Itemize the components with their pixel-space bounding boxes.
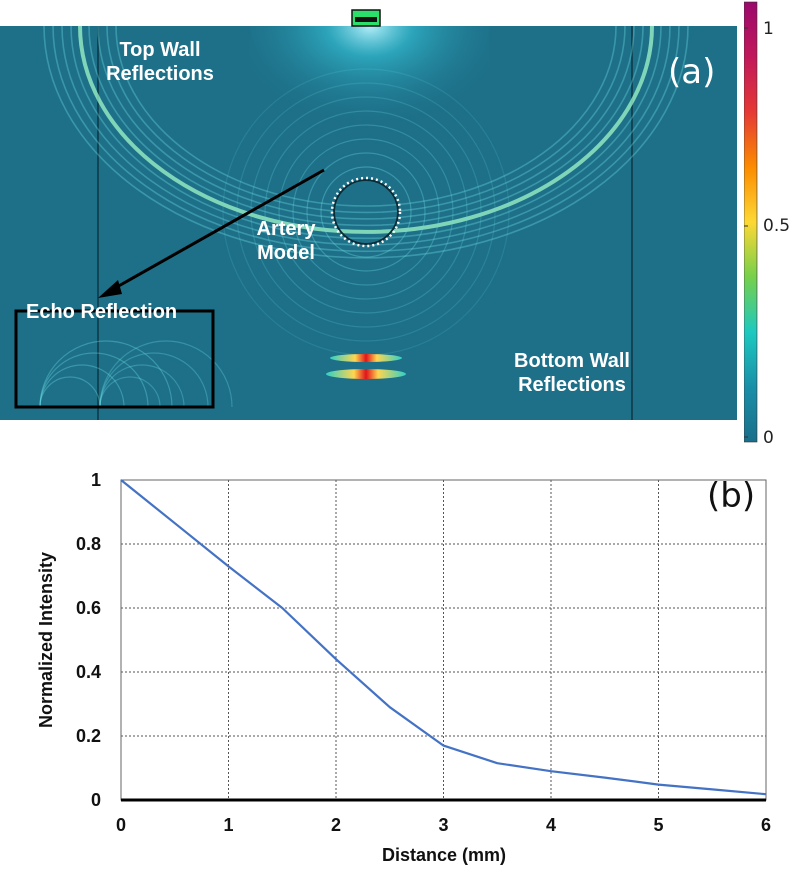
intensity-chart: 0 1 2 3 4 5 6 0 0.2 0.4 0.6 0.8 1 Distance (mm) Norm…	[36, 470, 771, 865]
x-tick-label: 5	[653, 815, 663, 835]
chart-tick-labels: 0 1 2 3 4 5 6 0 0.2 0.4 0.6 0.8 1	[76, 470, 771, 835]
chart-series	[120, 479, 767, 796]
echo-ripple	[39, 352, 149, 408]
wavefront-arc	[43, 25, 689, 259]
echo-reflection-label: Echo Reflection	[26, 301, 178, 323]
x-tick-label: 1	[223, 815, 233, 835]
y-tick-label: 0	[91, 790, 101, 810]
y-tick-label: 0.2	[76, 726, 101, 746]
echo-ripple	[39, 340, 173, 408]
wavefront-arc	[52, 25, 680, 253]
scatter-ring	[236, 82, 496, 342]
artery-boundary-dotted	[330, 176, 402, 248]
x-tick-label: 6	[761, 815, 771, 835]
scatter-ring	[264, 110, 468, 314]
x-tick-label: 0	[116, 815, 126, 835]
echo-reflection-box	[14, 309, 215, 409]
y-tick-label: 0.4	[76, 662, 101, 682]
chart-grid	[120, 479, 767, 801]
scatter-ring	[306, 152, 426, 272]
echo-ripple	[99, 364, 185, 408]
echo-ripple	[99, 376, 161, 408]
panel-b-tag: (b)	[707, 476, 756, 516]
echo-arrow	[107, 168, 325, 294]
echo-ripple	[39, 376, 101, 408]
colorbar-gradient	[744, 1, 758, 443]
top-wall-label: Top Wall Reflections	[106, 39, 214, 85]
echo-ripple	[99, 352, 209, 408]
scatter-ring	[278, 124, 454, 300]
colorbar-tick-label-mid: 0.5	[763, 216, 791, 236]
artery-model-circle	[333, 179, 399, 245]
transducer-glow	[250, 26, 490, 196]
y-axis-label: Normalized Intensity	[36, 552, 56, 728]
transducer-element	[355, 17, 377, 22]
x-tick-label: 4	[546, 815, 556, 835]
bottom-wall-label: Bottom Wall Reflections	[514, 350, 630, 396]
x-axis-label: Distance (mm)	[382, 845, 506, 865]
wavefront-arc	[78, 25, 654, 234]
hot-band-2	[326, 369, 406, 379]
acoustic-field-image	[0, 9, 737, 420]
simulation-panel: Top Wall Reflections Artery Model Echo R…	[0, 1, 791, 448]
echo-arrowhead	[98, 280, 122, 298]
colorbar-tick-label-top: 1	[763, 19, 774, 39]
y-tick-label: 1	[91, 470, 101, 490]
echo-ripple	[99, 340, 233, 408]
scatter-ring	[320, 166, 412, 258]
panel-a-tag: (a)	[668, 52, 716, 92]
wavefront-arc	[115, 25, 617, 207]
colorbar	[744, 1, 758, 443]
y-tick-label: 0.8	[76, 534, 101, 554]
wavefront-arc	[106, 25, 626, 214]
intensity-chart-panel: 0 1 2 3 4 5 6 0 0.2 0.4 0.6 0.8 1 Distance (mm) Norm…	[0, 460, 800, 871]
colorbar-tick-label-bottom: 0	[763, 428, 774, 448]
intensity-line	[120, 479, 767, 796]
echo-ripple	[39, 364, 125, 408]
x-tick-label: 3	[438, 815, 448, 835]
chart-axes	[120, 479, 767, 802]
scatter-ring	[292, 138, 440, 286]
wavefront-arc	[97, 25, 635, 220]
wavefront-arc	[70, 25, 662, 240]
wavefront-arc	[88, 25, 644, 227]
y-tick-label: 0.6	[76, 598, 101, 618]
artery-model-label: Artery Model	[256, 218, 316, 264]
hot-band-1	[330, 354, 402, 362]
x-tick-label: 2	[331, 815, 341, 835]
wavefront-arcs	[39, 25, 689, 408]
